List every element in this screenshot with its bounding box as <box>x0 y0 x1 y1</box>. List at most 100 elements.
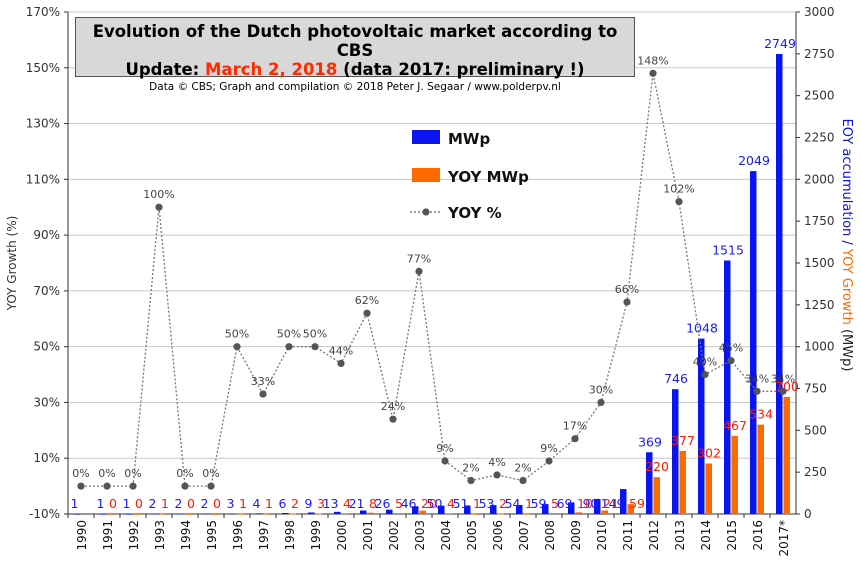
bar-mwp <box>100 513 107 515</box>
label-yoy-pct: 34% <box>771 372 795 385</box>
label-mwp: 90 <box>583 496 599 511</box>
point-yoy-pct <box>519 476 527 485</box>
x-tick-label: 2000 <box>335 520 349 551</box>
bar-yoy-mwp <box>601 510 608 514</box>
label-yoy-mwp: 1 <box>525 496 533 511</box>
y-right-tick-label: 2750 <box>804 47 835 61</box>
bar-mwp <box>386 509 393 514</box>
x-tick-label: 2004 <box>439 520 453 551</box>
bar-yoy-mwp <box>133 514 140 515</box>
legend-swatch-mwp <box>412 130 440 144</box>
y-right-axis-title-part: YOY Growth <box>839 248 854 325</box>
label-mwp: 54 <box>505 496 521 511</box>
x-tick-label: 2010 <box>595 520 609 551</box>
legend-swatch-yoy-mwp <box>412 168 440 182</box>
bar-mwp <box>464 505 471 514</box>
chart-title: Evolution of the Dutch photovoltaic mark… <box>92 22 618 60</box>
y-right-tick-label: 1000 <box>804 340 835 354</box>
x-tick-label: 2002 <box>387 520 401 551</box>
label-mwp: 149 <box>601 496 625 511</box>
label-yoy-pct: 4% <box>488 456 505 469</box>
bar-mwp <box>568 502 575 514</box>
label-yoy-mwp: 21 <box>603 496 619 511</box>
point-yoy-pct <box>311 343 319 351</box>
y-right-tick-label: 1250 <box>804 298 835 312</box>
bar-yoy-mwp <box>159 513 166 515</box>
label-yoy-pct: 2% <box>514 462 531 475</box>
label-yoy-pct: 30% <box>589 383 613 396</box>
label-mwp: 2749 <box>764 36 796 51</box>
x-tick-label: 1992 <box>127 520 141 551</box>
x-tick-label: 2017* <box>777 520 791 557</box>
label-mwp: 46 <box>401 496 417 511</box>
point-yoy-pct <box>727 357 735 365</box>
bar-mwp <box>360 510 367 514</box>
y-left-tick-label: 150% <box>26 61 60 75</box>
point-yoy-pct <box>675 198 683 206</box>
label-yoy-mwp: 0 <box>213 496 221 511</box>
point-yoy-pct <box>649 69 657 77</box>
bar-mwp <box>490 505 497 514</box>
legend-marker-yoy-pct <box>422 208 430 216</box>
bar-yoy-mwp <box>523 513 530 515</box>
y-right-tick-label: 750 <box>804 382 827 396</box>
label-yoy-mwp: 3 <box>317 496 325 511</box>
y-left-axis-title: YOY Growth (%) <box>5 216 19 312</box>
label-mwp: 1515 <box>712 242 744 257</box>
bar-mwp <box>204 513 211 515</box>
point-yoy-pct <box>623 298 631 306</box>
point-yoy-pct <box>597 398 605 407</box>
label-yoy-pct: 34% <box>745 372 769 385</box>
point-yoy-pct <box>753 387 761 395</box>
label-yoy-pct: 0% <box>98 467 115 480</box>
x-tick-label: 2015 <box>725 520 739 551</box>
label-yoy-mwp: 377 <box>671 433 695 448</box>
y-left-tick-label: 30% <box>33 395 60 409</box>
bar-mwp <box>74 513 81 515</box>
label-yoy-mwp: 2 <box>499 496 507 511</box>
point-yoy-pct <box>493 471 501 479</box>
y-right-tick-label: 3000 <box>804 5 835 19</box>
x-tick-label: 2003 <box>413 520 427 551</box>
bar-mwp <box>776 54 783 514</box>
x-tick-label: 1990 <box>75 520 89 551</box>
bar-yoy-mwp <box>393 513 400 514</box>
bar-mwp <box>750 171 757 514</box>
label-yoy-pct: 40% <box>693 356 717 369</box>
y-right-axis-title: EOY accumulation / YOY Growth (MWp) <box>839 119 854 372</box>
x-tick-label: 2011 <box>621 520 635 551</box>
label-mwp: 2 <box>149 496 157 511</box>
bar-yoy-mwp <box>471 513 478 515</box>
bar-yoy-mwp <box>783 396 790 514</box>
bar-mwp <box>646 452 653 514</box>
bar-mwp <box>698 338 705 514</box>
label-yoy-mwp: 4 <box>447 496 455 511</box>
point-yoy-pct <box>77 482 85 490</box>
legend-label-mwp: MWp <box>448 130 490 148</box>
y-right-tick-label: 0 <box>804 507 812 521</box>
bar-mwp <box>230 513 237 515</box>
label-mwp: 21 <box>349 496 365 511</box>
y-right-tick-label: 1750 <box>804 214 835 228</box>
x-tick-label: 2016 <box>751 520 765 551</box>
label-mwp: 26 <box>375 496 391 511</box>
bar-yoy-mwp <box>263 513 270 515</box>
bar-yoy-mwp <box>289 513 296 515</box>
label-mwp: 6 <box>279 496 287 511</box>
bar-mwp <box>282 512 289 514</box>
x-tick-label: 2012 <box>647 520 661 551</box>
x-tick-label: 2007 <box>517 520 531 551</box>
point-yoy-pct <box>363 309 371 317</box>
point-yoy-pct <box>467 476 475 485</box>
y-right-tick-label: 250 <box>804 465 827 479</box>
update-prefix: Update: <box>125 60 206 79</box>
bar-yoy-mwp <box>679 450 686 514</box>
y-right-tick-label: 2500 <box>804 89 835 103</box>
bar-mwp <box>724 260 731 514</box>
label-yoy-mwp: 467 <box>723 418 747 433</box>
label-mwp: 9 <box>305 496 313 511</box>
y-right-tick-label: 500 <box>804 423 827 437</box>
y-right-axis-title-part: EOY accumulation / <box>839 119 854 249</box>
label-yoy-mwp: 302 <box>697 445 721 460</box>
